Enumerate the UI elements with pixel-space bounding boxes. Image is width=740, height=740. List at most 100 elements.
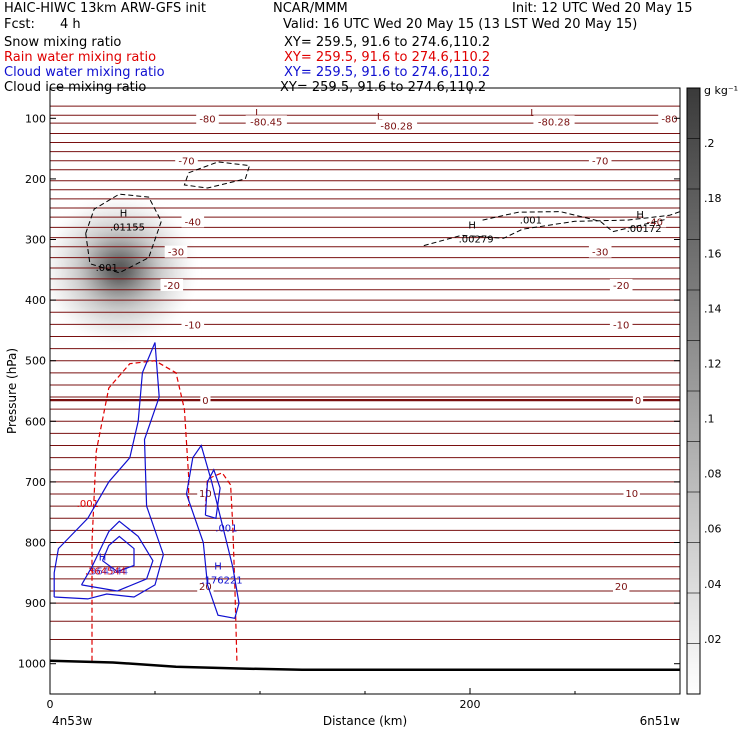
temperature-label: -70 <box>178 157 194 168</box>
temperature-label-bg <box>164 245 188 258</box>
temperature-label-bg <box>181 318 205 331</box>
temperature-label-bg <box>623 486 640 499</box>
temperature-label-bg <box>175 154 198 167</box>
y-tick-label: 300 <box>25 234 46 247</box>
ice-contour <box>85 193 162 274</box>
y-tick-label: 1000 <box>18 658 46 671</box>
temperature-label: -10 <box>613 320 629 331</box>
cloud-water-contour <box>80 520 154 592</box>
field-name-snow: Snow mixing ratio <box>4 35 122 50</box>
snow-shade-ring <box>106 257 132 282</box>
cross-section-end: 6n51w <box>640 714 681 728</box>
rain-contour <box>204 472 238 661</box>
temperature-label-bg <box>181 215 205 228</box>
valid-time: Valid: 16 UTC Wed 20 May 15 (13 LST Wed … <box>283 17 638 32</box>
ice-contour <box>183 161 251 189</box>
ice-max-value: .01155 <box>110 222 145 233</box>
rain-contour <box>91 360 190 661</box>
temperature-label: -20 <box>164 281 180 292</box>
rain-max-value: .364544 <box>85 567 126 578</box>
temperature-label: 20 <box>199 582 212 593</box>
x-tick-label: 200 <box>460 698 481 711</box>
low-value-bg <box>533 115 575 128</box>
temperature-label-bg <box>609 318 633 331</box>
temperature-label: -70 <box>592 157 608 168</box>
low-marker: L <box>530 108 536 119</box>
temperature-label: -30 <box>592 248 608 259</box>
y-tick-label: 900 <box>25 597 46 610</box>
colorbar-tick-label: .18 <box>704 192 722 205</box>
temperature-label: -40 <box>185 217 201 228</box>
temperature-label: -30 <box>168 248 184 259</box>
temperature-label-bg <box>160 278 184 291</box>
y-tick-label: 700 <box>25 476 46 489</box>
y-tick-label: 100 <box>25 112 46 125</box>
field-xy-rain: XY= 259.5, 91.6 to 274.6,110.2 <box>284 50 491 65</box>
colorbar-tick-label: .12 <box>704 357 722 370</box>
terrain-line <box>50 659 680 672</box>
rain-contour-label: .001 <box>77 499 99 510</box>
ice-max-marker: H <box>636 210 644 221</box>
low-marker: L <box>377 112 383 123</box>
org-label: NCAR/MMM <box>273 1 348 16</box>
temperature-label: 10 <box>625 489 638 500</box>
cloud-water-contour <box>101 535 135 573</box>
colorbar-tick-label: .1 <box>704 413 715 426</box>
cross-section-start: 4n53w <box>52 714 93 728</box>
y-tick-label: 200 <box>25 173 46 186</box>
ice-max-value: .00279 <box>459 234 494 245</box>
colorbar-tick-label: .08 <box>704 468 722 481</box>
temperature-label: 0 <box>635 396 641 407</box>
cloud-water-contour-label: .001 <box>215 523 237 534</box>
low-value-bg <box>245 115 287 128</box>
temperature-label: -80 <box>199 114 215 125</box>
colorbar-tick-label: .04 <box>704 578 722 591</box>
colorbar-tick-label: .2 <box>704 137 715 150</box>
y-tick-label: 800 <box>25 537 46 550</box>
field-name-cloud-water: Cloud water mixing ratio <box>4 65 165 80</box>
low-marker: L <box>255 108 261 119</box>
temperature-label-bg <box>588 154 612 167</box>
x-tick-label: 0 <box>47 698 54 711</box>
y-tick-label: 400 <box>25 294 46 307</box>
low-value: -80.45 <box>250 117 282 128</box>
temperature-label: 0 <box>202 396 208 407</box>
snow-shading <box>50 203 189 337</box>
temperature-label-bg <box>609 278 633 291</box>
x-axis-label: Distance (km) <box>323 714 407 728</box>
temperature-label: 10 <box>199 489 212 500</box>
y-tick-label: 500 <box>25 355 46 368</box>
ice-contour <box>482 211 666 233</box>
temperature-label-bg <box>658 112 680 125</box>
colorbar-tick-label: .02 <box>704 633 722 646</box>
ice-max-marker: H <box>468 220 476 231</box>
cloud-water-max-value: .176221 <box>201 576 242 587</box>
ice-contour <box>423 211 680 247</box>
y-tick-label: 600 <box>25 415 46 428</box>
colorbar-tick-label: .16 <box>704 247 722 260</box>
y-axis-label: Pressure (hPa) <box>5 348 19 434</box>
temperature-label: -10 <box>185 320 201 331</box>
cloud-water-max-marker: H <box>214 562 222 573</box>
colorbar-tick-label: .06 <box>704 523 722 536</box>
temperature-label-bg <box>197 486 214 499</box>
cloud-water-contour <box>204 468 221 520</box>
forecast-label: Fcst: <box>4 17 35 32</box>
cloud-water-contour <box>53 342 165 600</box>
cloud-max-value: .364544 <box>87 567 128 578</box>
low-value-bg <box>375 119 418 132</box>
ice-contour-label: .001 <box>96 263 118 274</box>
temperature-label-bg <box>196 112 219 125</box>
ice-max-value: .00172 <box>627 224 662 235</box>
init-time: Init: 12 UTC Wed 20 May 15 <box>512 1 693 16</box>
temperature-label: -20 <box>613 281 629 292</box>
cloud-water-contour <box>185 444 240 619</box>
temperature-label-bg <box>200 394 211 407</box>
temperature-label-bg <box>613 580 630 593</box>
field-xy-snow: XY= 259.5, 91.6 to 274.6,110.2 <box>284 35 491 50</box>
colorbar-tick-label: .14 <box>704 302 722 315</box>
temperature-label-bg <box>588 245 612 258</box>
colorbar-unit: g kg⁻¹ <box>704 84 738 97</box>
temperature-label-bg <box>632 394 644 407</box>
